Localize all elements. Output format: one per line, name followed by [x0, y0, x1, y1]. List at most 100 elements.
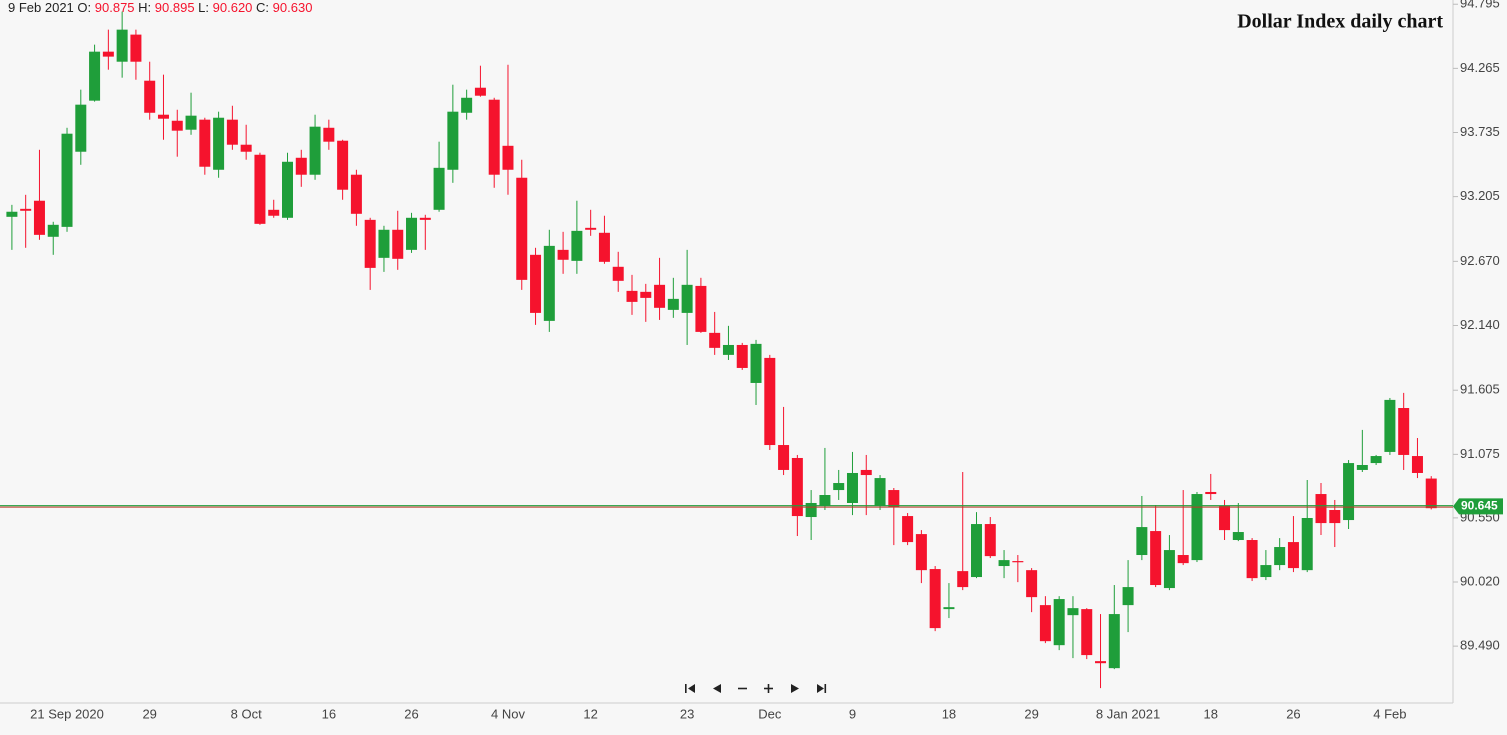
candle-body [791, 457, 803, 517]
candle-body [1177, 555, 1189, 564]
x-tick-label: 21 Sep 2020 [30, 706, 104, 721]
y-tick-label: 92.670 [1460, 253, 1500, 268]
header-field-label: L: [198, 0, 209, 15]
candle-body [874, 478, 886, 507]
nav-last[interactable] [817, 684, 827, 693]
x-tick-label: 23 [680, 706, 694, 721]
candle-body [282, 161, 293, 218]
x-tick-label: 18 [1204, 706, 1218, 721]
candle-body [323, 127, 335, 142]
header-field-value: 90.630 [273, 0, 313, 15]
candle-body [1232, 532, 1244, 541]
candle-body [626, 290, 638, 302]
candle-body [185, 115, 197, 130]
candle-body [1343, 463, 1355, 521]
candle-body [819, 495, 831, 507]
candle-body [640, 291, 652, 298]
candle-body [1081, 609, 1093, 656]
candle-body [378, 229, 390, 258]
candle-body [557, 249, 569, 260]
candle-body [419, 217, 431, 220]
header-field-label: O: [77, 0, 91, 15]
y-tick-label: 90.020 [1460, 573, 1500, 588]
candle-body [750, 343, 762, 383]
x-tick-label: 16 [322, 706, 336, 721]
candle-body [598, 232, 610, 262]
candle-body [240, 144, 252, 152]
candle-body [89, 51, 101, 101]
candle-body [860, 469, 872, 476]
candle-body [929, 569, 941, 629]
candle-body [1219, 506, 1231, 531]
candle-body [1026, 570, 1038, 598]
candle-body [1398, 408, 1410, 455]
y-tick-label: 91.605 [1460, 382, 1500, 397]
candle-body [1274, 547, 1286, 566]
candle-body [971, 524, 982, 578]
candle-body [1246, 540, 1258, 579]
candle-body [543, 245, 555, 321]
candle-body [47, 224, 59, 237]
candle-body [364, 219, 376, 268]
candle-body [1039, 605, 1051, 642]
candle-body [1329, 510, 1341, 524]
candle-body [1384, 399, 1396, 452]
candle-body [585, 227, 597, 230]
x-tick-label: 29 [142, 706, 156, 721]
header-field-label: H: [138, 0, 151, 15]
candle-body [833, 483, 845, 491]
candle-body [778, 445, 790, 470]
candle-body [998, 560, 1010, 567]
candle-body [1425, 478, 1437, 509]
candle-body [213, 117, 225, 170]
candle-body [337, 140, 349, 190]
candle-body [1191, 494, 1203, 561]
navigation [685, 684, 827, 693]
x-tick-label: 26 [1286, 706, 1300, 721]
candle-body [915, 534, 927, 571]
candle-body [571, 230, 583, 261]
candle-body [295, 157, 307, 175]
candle-body [171, 120, 183, 131]
candle-body [984, 524, 996, 557]
candle-body [6, 211, 18, 217]
candle-body [102, 51, 114, 57]
y-tick-label: 94.795 [1460, 0, 1500, 11]
candle-body [1108, 614, 1120, 669]
candle-body [502, 145, 514, 170]
x-tick-label: 29 [1024, 706, 1038, 721]
candle-body [1053, 599, 1065, 646]
candle-body [1150, 531, 1162, 586]
candle-body [1411, 456, 1423, 473]
candle-body [530, 254, 542, 313]
candle-body [1315, 494, 1327, 524]
candle-body [695, 285, 707, 332]
candle-body [1260, 565, 1272, 578]
candle-body [1067, 608, 1079, 616]
last-price-label: 90.645 [1461, 499, 1498, 513]
candle-body [709, 332, 721, 348]
candle-body [612, 266, 624, 281]
x-tick-label: 9 [849, 706, 856, 721]
candle-body [1122, 587, 1134, 606]
candle-body [488, 99, 500, 175]
candle-body [681, 284, 693, 313]
candle-body [406, 217, 418, 250]
candle-body [350, 174, 362, 214]
candle-body [61, 133, 73, 227]
nav-first[interactable] [685, 684, 695, 693]
candle-body [516, 177, 528, 280]
nav-next[interactable] [791, 684, 799, 693]
candle-body [20, 208, 32, 211]
candle-body [805, 502, 817, 518]
candle-body [433, 167, 445, 210]
candle-body [75, 104, 87, 152]
header-field-value: 90.875 [95, 0, 135, 15]
nav-zoom-in[interactable] [764, 684, 773, 693]
candle-body [654, 284, 666, 308]
last-price-badge [1453, 498, 1503, 515]
candle-body [268, 209, 280, 216]
candle-body [392, 229, 404, 259]
nav-prev[interactable] [713, 684, 721, 693]
